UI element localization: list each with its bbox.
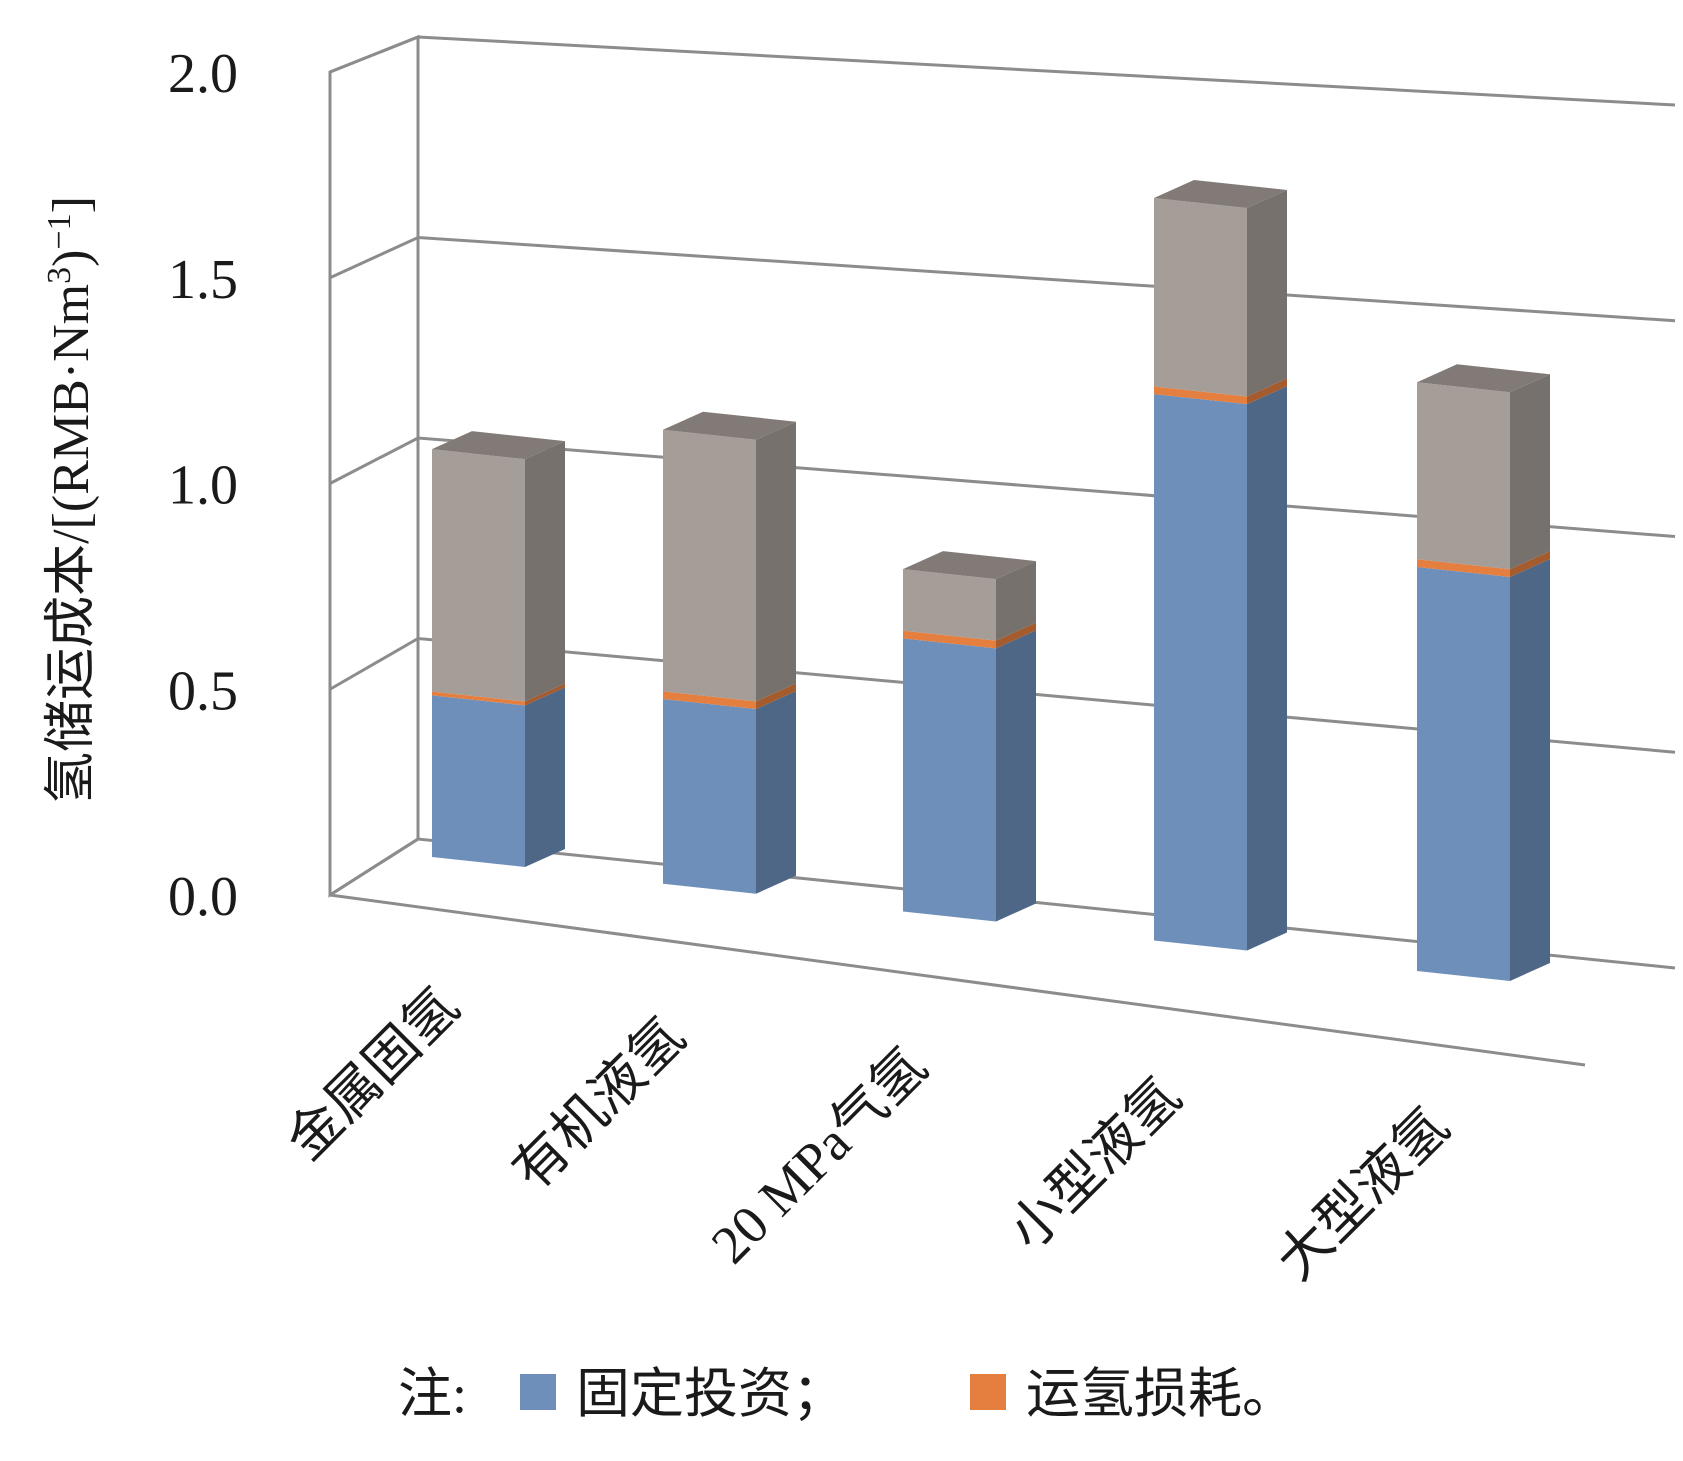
category-label: 20 MPa气氢 — [700, 1036, 939, 1275]
legend-label-fixed-investment: 固定投资； — [576, 1364, 846, 1424]
y-tick-labels: 0.0 0.5 1.0 1.5 2.0 — [168, 43, 238, 928]
category-label: 金属固氢 — [275, 976, 470, 1171]
bar-segment-front — [1417, 382, 1510, 570]
category-label: 大型液氢 — [1265, 1096, 1460, 1291]
bar-top — [1154, 179, 1287, 208]
bar-segment-front — [1154, 394, 1247, 951]
bar-segment-front — [903, 638, 996, 922]
legend-prefix: 注: — [398, 1364, 467, 1424]
bar-segment-front — [903, 569, 996, 641]
bar-segment-side — [1510, 374, 1550, 570]
bar-segment-front — [1154, 386, 1247, 405]
legend-label-transport-loss: 运氢损耗。 — [1026, 1364, 1296, 1424]
bar-segment-front — [432, 695, 525, 867]
bar-top — [903, 551, 1036, 580]
y-axis-label-sup1: 3 — [41, 267, 78, 284]
bar-segment-side — [1247, 189, 1287, 397]
legend: 注: 固定投资； 运氢损耗。 — [398, 1364, 1296, 1424]
bar-segment-side — [1510, 551, 1550, 577]
bar-segment-side — [1247, 378, 1287, 405]
gridline-4 — [329, 35, 1676, 107]
bar-group — [1154, 179, 1287, 951]
bar-segment-side — [996, 622, 1036, 649]
bar-segment-side — [996, 630, 1036, 922]
y-tick-label: 0.5 — [168, 660, 238, 722]
bar-group — [432, 431, 565, 867]
gridline-3 — [329, 235, 1676, 323]
bar-group — [1417, 364, 1550, 981]
gridlines — [329, 35, 1676, 970]
bar-segment-side — [525, 683, 565, 706]
bar-segment-front — [432, 691, 525, 706]
bar-segment-front — [1154, 197, 1247, 397]
category-label: 小型液氢 — [997, 1066, 1192, 1261]
bar-segment-side — [1510, 558, 1550, 981]
bar-segment-front — [663, 429, 756, 702]
bar-segment-side — [525, 441, 565, 702]
category-label: 有机液氢 — [501, 1006, 696, 1201]
y-tick-label: 1.5 — [168, 249, 238, 311]
bar-group — [903, 551, 1036, 922]
bar-segment-front — [1417, 566, 1510, 981]
bar-group — [663, 411, 796, 894]
legend-swatch-transport-loss — [970, 1374, 1006, 1410]
bars — [432, 179, 1550, 981]
bar-segment-front — [903, 630, 996, 649]
y-tick-label: 1.0 — [168, 455, 238, 517]
y-axis-label-sup2: −1 — [41, 213, 78, 249]
side-wall — [328, 34, 420, 898]
bar-segment-side — [996, 561, 1036, 641]
bar-segment-front — [663, 699, 756, 894]
y-tick-label: 2.0 — [168, 43, 238, 105]
bar-segment-front — [432, 449, 525, 702]
bar-segment-side — [756, 691, 796, 894]
bar-top — [432, 431, 565, 460]
bar-segment-side — [1247, 386, 1287, 951]
bar-segment-side — [756, 683, 796, 710]
bar-segment-front — [1417, 559, 1510, 577]
bar-segment-side — [525, 687, 565, 867]
y-axis-label: 氢储运成本/[(RMB·Nm3)−1] — [41, 196, 100, 804]
y-tick-label: 0.0 — [168, 866, 238, 928]
bar-segment-front — [663, 691, 756, 710]
legend-swatch-fixed-investment — [520, 1374, 556, 1410]
bar-top — [1417, 364, 1550, 393]
floor-front-edge — [329, 893, 1586, 1067]
bar-segment-side — [756, 421, 796, 702]
bar-top — [663, 411, 796, 440]
